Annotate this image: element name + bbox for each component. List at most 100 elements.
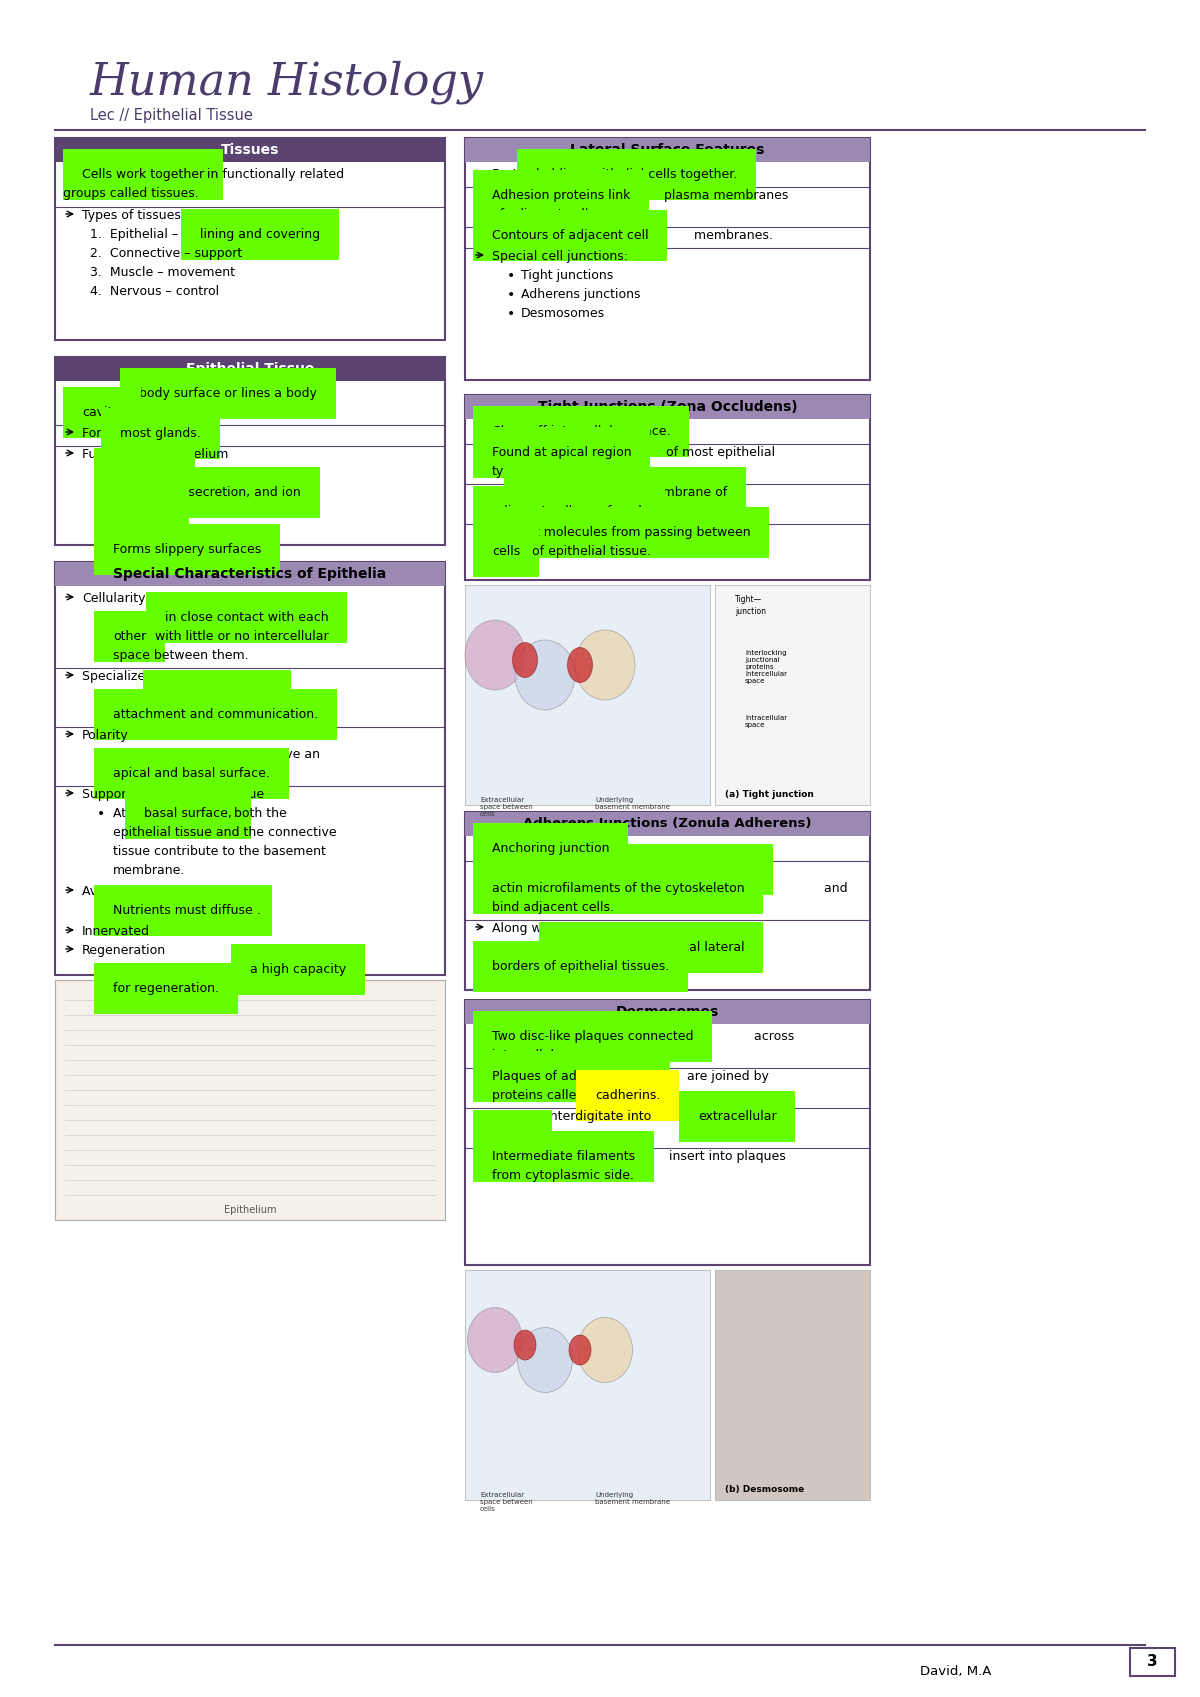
Text: •: • — [508, 307, 515, 321]
Text: Human Histology: Human Histology — [90, 59, 484, 104]
Ellipse shape — [514, 1330, 536, 1359]
Ellipse shape — [468, 1307, 522, 1373]
Text: Close off intercellular space.: Close off intercellular space. — [492, 424, 671, 438]
Text: (a) Tight junction: (a) Tight junction — [725, 791, 814, 799]
Text: •: • — [97, 467, 106, 480]
Bar — [466, 395, 870, 580]
Text: •: • — [97, 689, 106, 703]
Text: •: • — [508, 288, 515, 302]
Text: proteins called: proteins called — [492, 1089, 588, 1101]
Text: 3.  Muscle – movement: 3. Muscle – movement — [90, 266, 235, 278]
Bar — [466, 137, 870, 380]
Text: May have: May have — [113, 689, 178, 703]
Text: apical and basal surface.: apical and basal surface. — [113, 767, 270, 781]
Text: Underlying
basement membrane: Underlying basement membrane — [595, 798, 670, 809]
Text: Extracellular
space between
cells: Extracellular space between cells — [480, 1492, 533, 1512]
Text: Tight junctions: Tight junctions — [521, 270, 613, 282]
Text: Polarity: Polarity — [82, 730, 128, 742]
Text: Epithelial tissues have: Epithelial tissues have — [113, 962, 257, 976]
Ellipse shape — [569, 1336, 592, 1364]
Text: Types of tissues:: Types of tissues: — [82, 209, 185, 222]
Text: lining and covering: lining and covering — [200, 227, 320, 241]
Text: body surface or lines a body: body surface or lines a body — [139, 387, 317, 400]
Text: cells: cells — [492, 545, 521, 558]
Bar — [55, 137, 445, 339]
Text: Intermediate filaments: Intermediate filaments — [492, 1151, 635, 1162]
Text: Adhesion proteins link: Adhesion proteins link — [492, 188, 630, 202]
Text: Special cell junctions:: Special cell junctions: — [492, 249, 628, 263]
Text: transport: transport — [113, 506, 170, 518]
Text: •: • — [97, 543, 106, 557]
Text: .: . — [257, 905, 262, 916]
Text: •: • — [97, 962, 106, 977]
Text: Adherens junctions: Adherens junctions — [521, 288, 641, 300]
Text: Protection: Protection — [113, 467, 176, 480]
Text: groups called tissues.: groups called tissues. — [64, 187, 199, 200]
Text: space.: space. — [492, 1129, 533, 1142]
Text: Proteins interdigitate into: Proteins interdigitate into — [492, 1110, 655, 1123]
Text: in close contact with each: in close contact with each — [166, 611, 329, 624]
Text: Lec // Epithelial Tissue: Lec // Epithelial Tissue — [90, 109, 253, 122]
Text: Absorption, secretion, and ion: Absorption, secretion, and ion — [113, 485, 301, 499]
Bar — [466, 811, 870, 837]
Text: junctional: junctional — [492, 942, 557, 954]
Text: Functions of epithelium: Functions of epithelium — [82, 448, 228, 462]
Text: Regeneration: Regeneration — [82, 944, 166, 957]
Ellipse shape — [568, 648, 593, 682]
Text: Avascular: Avascular — [82, 886, 146, 898]
Text: •: • — [97, 524, 106, 538]
Text: Adherens Junctions (Zonula Adherens): Adherens Junctions (Zonula Adherens) — [523, 818, 811, 830]
Bar — [55, 356, 445, 382]
Bar — [715, 1269, 870, 1500]
Text: of epithelial tissue.: of epithelial tissue. — [528, 545, 650, 558]
Text: Epithelial Tissue: Epithelial Tissue — [186, 361, 314, 377]
Text: intercellular space.: intercellular space. — [492, 1049, 612, 1062]
Text: membrane.: membrane. — [113, 864, 185, 877]
Text: •: • — [97, 905, 106, 918]
Text: Prevent molecules from passing between: Prevent molecules from passing between — [492, 526, 751, 540]
Text: Special Characteristics of Epithelia: Special Characteristics of Epithelia — [113, 567, 386, 580]
Text: other: other — [113, 630, 146, 643]
Bar — [466, 1000, 870, 1023]
Text: Specialized contacts: Specialized contacts — [82, 670, 211, 682]
Text: Anchoring junction: Anchoring junction — [492, 842, 610, 855]
Text: junctions for both: junctions for both — [162, 689, 272, 703]
Text: borders of epithelial tissues.: borders of epithelial tissues. — [492, 961, 670, 972]
Text: junction: junction — [734, 608, 766, 616]
Text: insert into plaques: insert into plaques — [665, 1151, 786, 1162]
Text: 3: 3 — [1147, 1655, 1157, 1670]
Text: Lateral Surface Features: Lateral Surface Features — [570, 143, 764, 158]
Text: with little or no intercellular: with little or no intercellular — [151, 630, 329, 643]
Bar — [55, 979, 445, 1220]
Text: tissue contribute to the basement: tissue contribute to the basement — [113, 845, 326, 859]
Ellipse shape — [466, 619, 526, 691]
Text: complex around apical lateral: complex around apical lateral — [558, 942, 745, 954]
Text: •: • — [97, 748, 106, 762]
Text: proteins in plasma membrane of: proteins in plasma membrane of — [523, 485, 727, 499]
Text: Found at apical region: Found at apical region — [492, 446, 631, 458]
Text: Plaques of adjoining cells: Plaques of adjoining cells — [492, 1071, 650, 1083]
Text: most glands.: most glands. — [120, 428, 200, 440]
Text: Along with tight junctions, form the tight: Along with tight junctions, form the tig… — [492, 921, 746, 935]
Text: Transmembrane linker: Transmembrane linker — [492, 864, 636, 876]
Text: attachment and communication.: attachment and communication. — [113, 708, 318, 721]
Text: Tissues: Tissues — [221, 143, 280, 158]
Text: Cells are: Cells are — [113, 611, 172, 624]
Text: a high capacity: a high capacity — [250, 962, 346, 976]
Text: holding epithelial cells together.: holding epithelial cells together. — [536, 168, 737, 182]
Text: basal surface,: basal surface, — [144, 808, 232, 820]
Text: Nutrients must diffuse: Nutrients must diffuse — [113, 905, 253, 916]
Text: •: • — [508, 270, 515, 283]
Text: Extracellular
space between
cells: Extracellular space between cells — [480, 798, 533, 816]
Text: from cytoplasmic side.: from cytoplasmic side. — [492, 1169, 634, 1183]
Text: bind adjacent cells.: bind adjacent cells. — [492, 901, 614, 915]
Text: proteins attach to: proteins attach to — [643, 864, 755, 876]
Text: actin microfilaments of the cytoskeleton: actin microfilaments of the cytoskeleton — [492, 882, 745, 894]
Text: Filtration: Filtration — [113, 524, 168, 536]
Text: (Cellular Diffusion): (Cellular Diffusion) — [145, 886, 262, 898]
Text: Epithelium: Epithelium — [223, 1205, 276, 1215]
Bar — [466, 1269, 710, 1500]
Text: Forms slippery surfaces: Forms slippery surfaces — [113, 543, 262, 557]
Text: of most epithelial: of most epithelial — [662, 446, 775, 458]
Bar — [55, 137, 445, 161]
